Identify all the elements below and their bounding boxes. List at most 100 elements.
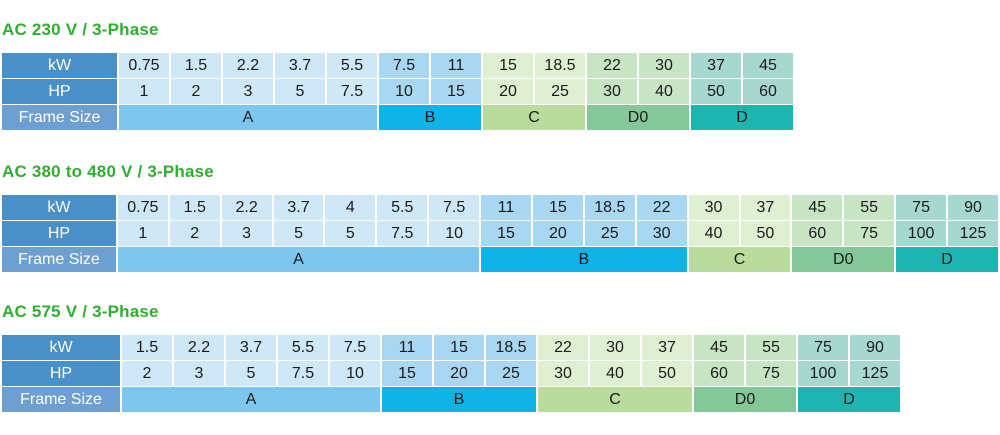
kw-value: 30 [688,195,739,220]
kw-value: 1.5 [122,335,172,360]
hp-value: 1 [117,221,168,246]
frame-size-row: Frame Size A B C D0 D [2,105,793,130]
hp-value: 60 [792,221,843,246]
row-header-frame: Frame Size [2,247,116,272]
hp-value: 50 [642,361,692,386]
row-header-kw: kW [2,335,120,360]
frame-size-row: Frame Size A B C D0 D [2,247,998,272]
hp-value: 3 [223,79,273,104]
kw-value: 75 [798,335,848,360]
kw-row: kW 0.75 1.5 2.2 3.7 5.5 7.5 11 15 18.5 22 30 37 45 [2,53,793,78]
hp-value: 15 [431,79,481,104]
hp-row: HP 1 2 3 5 5 7.5 10 15 20 25 30 40 50 60 75 100 125 [2,221,998,246]
hp-value: 15 [382,361,432,386]
hp-value: 60 [743,79,793,104]
hp-value: 40 [688,221,739,246]
hp-value: 10 [429,221,480,246]
section-title: AC 380 to 480 V / 3-Phase [2,162,214,181]
kw-value: 55 [844,195,895,220]
kw-value: 15 [532,195,583,220]
kw-value: 11 [431,53,481,78]
kw-value: 7.5 [330,335,380,360]
frame-size-b: B [379,105,481,130]
hp-value: 2 [169,221,220,246]
frame-size-d: D [896,247,998,272]
kw-value: 0.75 [117,195,168,220]
frame-size-d0: D0 [587,105,689,130]
kw-value: 1.5 [169,195,220,220]
kw-value: 45 [792,195,843,220]
hp-value: 40 [639,79,689,104]
hp-row: HP 1 2 3 5 7.5 10 15 20 25 30 40 50 60 [2,79,793,104]
frame-size-a: A [122,387,380,412]
kw-value: 37 [642,335,692,360]
kw-value: 2.2 [223,53,273,78]
hp-value: 100 [896,221,947,246]
frame-size-b: B [481,247,687,272]
kw-value: 5.5 [377,195,428,220]
frame-size-a: A [117,247,480,272]
hp-value: 20 [483,79,533,104]
hp-value: 7.5 [327,79,377,104]
frame-size-c: C [483,105,585,130]
section-title: AC 230 V / 3-Phase [2,20,159,39]
hp-value: 5 [275,79,325,104]
kw-value: 55 [746,335,796,360]
kw-row: kW 1.5 2.2 3.7 5.5 7.5 11 15 18.5 22 30 37 45 55 75 90 [2,335,900,360]
kw-value: 18.5 [486,335,536,360]
hp-value: 7.5 [377,221,428,246]
hp-value: 20 [434,361,484,386]
hp-value: 7.5 [278,361,328,386]
kw-value: 45 [743,53,793,78]
hp-value: 2 [171,79,221,104]
frame-size-d: D [691,105,793,130]
kw-value: 5.5 [278,335,328,360]
hp-value: 125 [850,361,900,386]
kw-value: 1.5 [171,53,221,78]
kw-value: 18.5 [584,195,635,220]
kw-value: 15 [434,335,484,360]
kw-value: 7.5 [429,195,480,220]
kw-value: 30 [590,335,640,360]
kw-row: kW 0.75 1.5 2.2 3.7 4 5.5 7.5 11 15 18.5 22 30 37 45 55… [2,195,998,220]
hp-value: 25 [535,79,585,104]
spec-table: kW 0.75 1.5 2.2 3.7 5.5 7.5 11 15 18.5 22 30 37 45 HP 1… [0,52,795,131]
kw-value: 37 [691,53,741,78]
frame-size-d0: D0 [792,247,895,272]
kw-value: 37 [740,195,791,220]
hp-value: 5 [273,221,324,246]
kw-value: 90 [948,195,998,220]
frame-size-row: Frame Size A B C D0 D [2,387,900,412]
row-header-kw: kW [2,195,116,220]
hp-value: 10 [330,361,380,386]
kw-value: 7.5 [379,53,429,78]
hp-value: 50 [691,79,741,104]
kw-value: 3.7 [275,53,325,78]
frame-size-a: A [119,105,377,130]
row-header-frame: Frame Size [2,105,117,130]
kw-value: 45 [694,335,744,360]
kw-value: 15 [483,53,533,78]
row-header-kw: kW [2,53,117,78]
kw-value: 75 [896,195,947,220]
hp-value: 75 [844,221,895,246]
hp-value: 25 [486,361,536,386]
hp-value: 75 [746,361,796,386]
hp-value: 30 [538,361,588,386]
row-header-frame: Frame Size [2,387,120,412]
hp-value: 40 [590,361,640,386]
row-header-hp: HP [2,79,117,104]
hp-value: 25 [584,221,635,246]
spec-table: kW 0.75 1.5 2.2 3.7 4 5.5 7.5 11 15 18.5 22 30 37 45 55… [0,194,1000,273]
kw-value: 30 [639,53,689,78]
frame-size-d: D [798,387,900,412]
hp-value: 20 [532,221,583,246]
frame-size-c: C [538,387,692,412]
hp-value: 50 [740,221,791,246]
row-header-hp: HP [2,221,116,246]
kw-value: 4 [325,195,376,220]
frame-size-d0: D0 [694,387,796,412]
hp-value: 15 [481,221,531,246]
hp-value: 5 [325,221,376,246]
hp-value: 30 [587,79,637,104]
